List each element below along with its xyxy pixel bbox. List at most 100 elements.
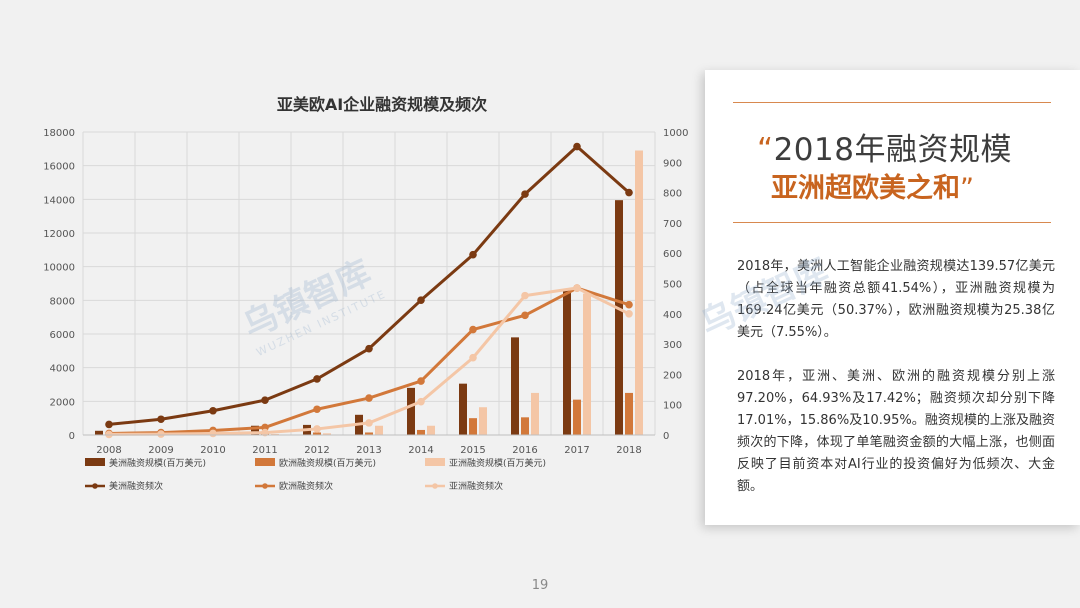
quote-open: “ [757,132,774,168]
bar-asia [427,425,435,435]
y-right-tick-label: 1000 [663,128,688,139]
card-bottom-rule [733,222,1051,223]
y-left-tick-label: 2000 [50,397,75,408]
page-number: 19 [531,578,549,593]
legend-bar-label: 欧洲融资规模(百万美元) [279,457,376,469]
y-left-tick-label: 18000 [43,128,75,139]
point-americas [261,396,269,404]
headline-line2: 亚洲超欧美之和” [771,166,974,205]
point-europe [313,405,321,414]
y-right-tick-label: 200 [663,370,682,381]
point-asia [365,419,373,427]
bar-americas [95,430,103,435]
y-right-tick-label: 600 [663,249,682,260]
bar-americas [511,337,519,435]
point-asia [313,425,321,433]
summary-card: “2018年融资规模 亚洲超欧美之和” 2018年，美洲人工智能企业融资规模达1… [694,70,1080,525]
bar-americas [459,383,467,435]
x-tick-label: 2017 [564,445,589,456]
chart-gridlines [82,131,656,436]
x-tick-label: 2012 [304,445,329,456]
bar-europe [573,399,581,435]
point-europe [469,325,477,334]
chart-bars [95,150,643,435]
legend-line-marker [92,483,98,489]
bar-americas [251,425,259,435]
y-right-tick-label: 0 [663,431,669,442]
point-asia [521,291,529,300]
point-asia [105,430,113,439]
paragraph-1: 2018年，美洲人工智能企业融资规模达139.57亿美元（占全球当年融资总额41… [737,259,1055,340]
x-tick-label: 2015 [460,445,485,456]
bar-americas [563,290,571,435]
quote-close: ” [960,173,974,204]
x-tick-label: 2014 [408,445,433,456]
chart-lines [105,142,633,439]
chart-legend: 美洲融资规模(百万美元) 欧洲融资规模(百万美元) 亚洲融资规模(百万美元) 美洲融资… [85,457,546,492]
point-americas [625,188,633,197]
bar-europe [521,417,529,435]
bar-europe [625,392,633,435]
point-americas [313,375,321,383]
y-left-tick-label: 12000 [43,229,75,240]
y-right-tick-label: 700 [663,219,682,230]
point-asia [573,284,581,292]
y-left-tick-label: 16000 [43,162,75,173]
x-tick-label: 2018 [616,445,641,456]
y-left-tick-label: 6000 [50,330,75,341]
bar-asia [375,425,383,435]
bar-asia [531,392,539,435]
point-americas [105,420,113,429]
legend-bar-label: 美洲融资规模(百万美元) [109,457,206,469]
y-right-tick-label: 100 [663,401,682,412]
y-right-tick-label: 500 [663,280,682,291]
y-left-tick-label: 14000 [43,195,75,206]
chart-axes: 0200040006000800010000120001400016000180… [43,128,688,456]
x-tick-label: 2009 [148,445,173,456]
y-right-tick-label: 400 [663,310,682,321]
point-europe [521,311,529,320]
point-europe [365,394,373,402]
point-asia [417,397,425,406]
point-americas [573,142,581,151]
bar-americas [407,387,415,435]
y-left-tick-label: 8000 [50,296,75,307]
x-tick-label: 2013 [356,445,381,456]
bar-asia [635,150,643,435]
funding-chart: 亚美欧AI企业融资规模及频次 0200040006000800010000120… [43,95,688,492]
point-americas [365,344,373,353]
point-americas [521,190,529,198]
headline-line2-text: 亚洲超欧美之和 [771,173,960,204]
point-americas [157,415,165,424]
point-asia [209,429,217,438]
point-asia [469,353,477,362]
x-tick-label: 2016 [512,445,537,456]
bar-europe [365,432,373,435]
legend-line-marker [262,483,268,489]
legend-line-marker [432,483,438,489]
bar-europe [469,418,477,435]
bar-asia [323,433,331,435]
x-tick-label: 2010 [200,445,225,456]
legend-line-label: 美洲融资频次 [109,480,163,492]
y-right-tick-label: 300 [663,340,682,351]
x-tick-label: 2008 [96,445,121,456]
headline-line1-text: 2018年融资规模 [773,132,1012,168]
point-europe [625,300,633,309]
paragraph-2: 2018年，亚洲、美洲、欧洲的融资规模分别上涨97.20%，64.93%及17.… [737,369,1055,494]
legend-bar-label: 亚洲融资规模(百万美元) [449,457,546,469]
y-left-tick-label: 10000 [43,263,75,274]
y-left-tick-label: 0 [69,431,75,442]
legend-bar-swatch [85,458,105,466]
point-americas [209,406,217,415]
chart-title: 亚美欧AI企业融资规模及频次 [277,95,487,114]
bar-asia [583,293,591,435]
bar-asia [271,433,279,435]
legend-line-label: 欧洲融资频次 [279,480,333,492]
y-right-tick-label: 900 [663,158,682,169]
point-asia [625,310,633,318]
point-asia [261,428,269,437]
y-left-tick-label: 4000 [50,364,75,375]
legend-bar-swatch [425,458,445,466]
point-americas [469,250,477,259]
